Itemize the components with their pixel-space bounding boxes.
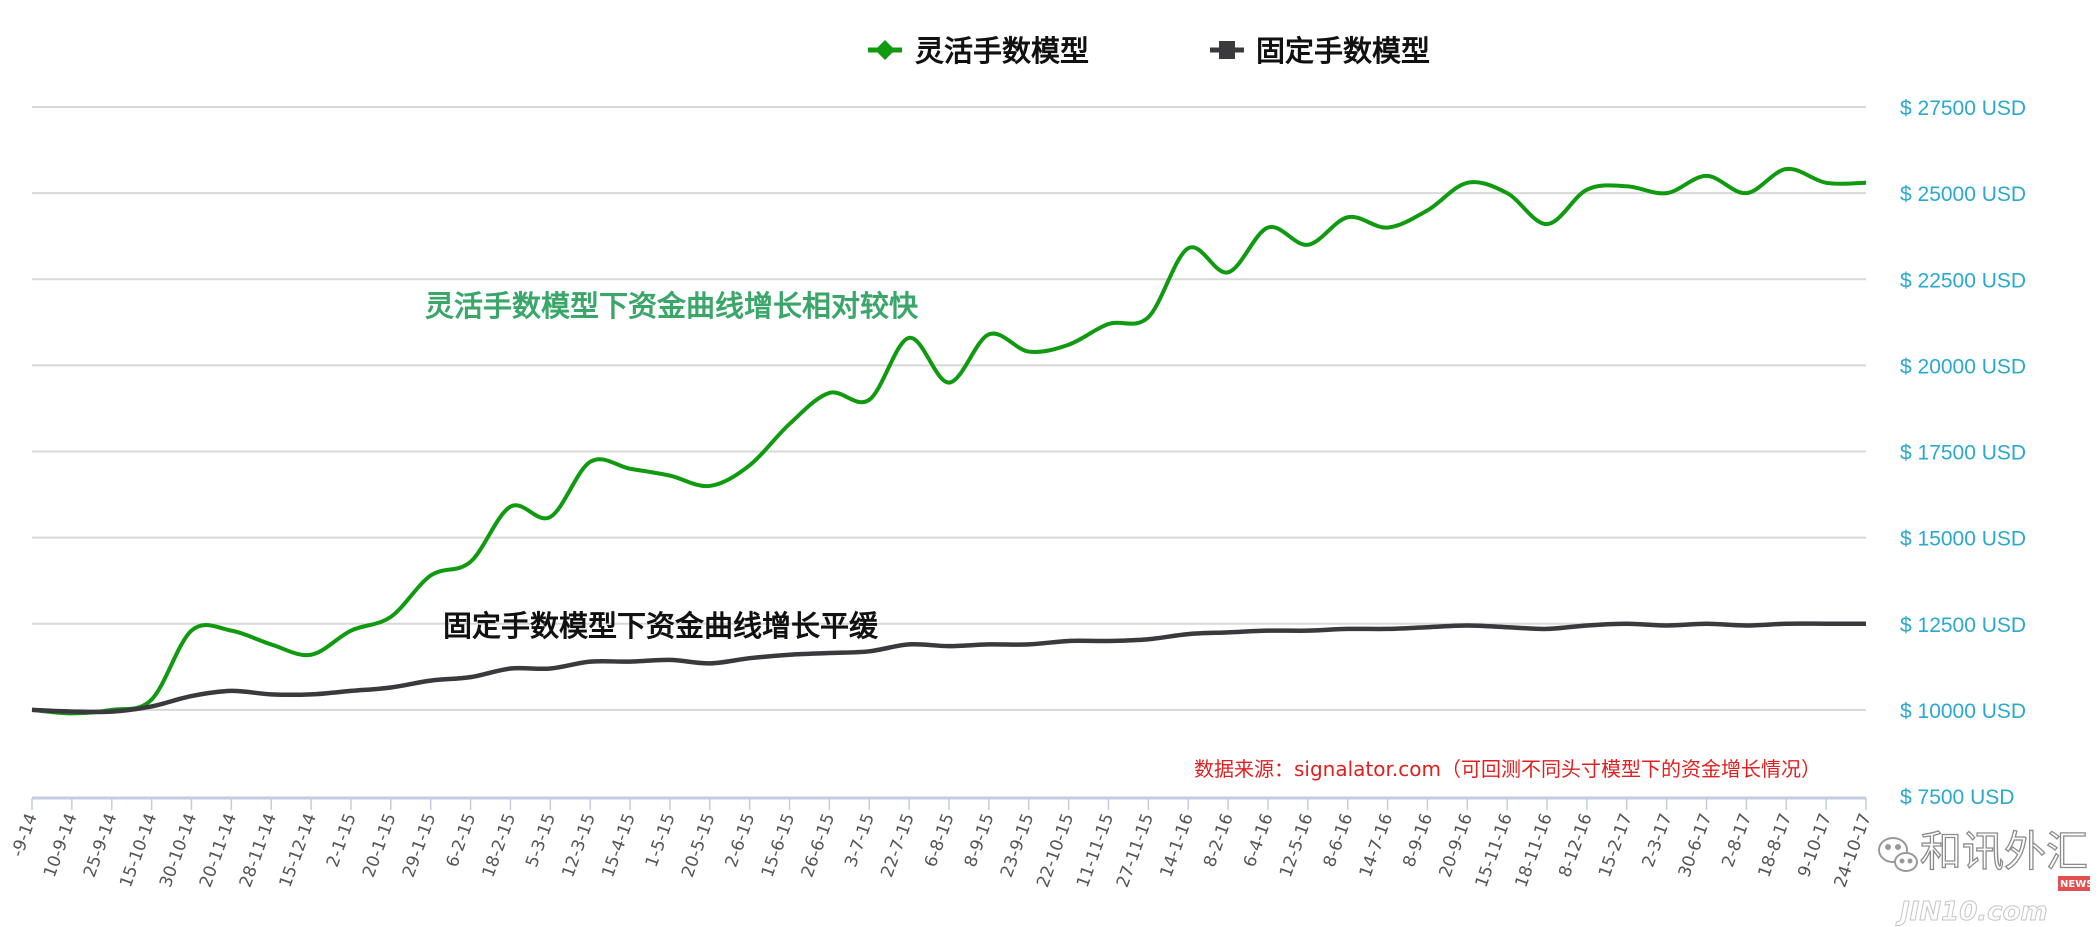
watermark: 和讯外汇 NEWS JIN10.com [1878, 826, 2093, 927]
x-tick-label: 24-10-17 [1831, 811, 1876, 890]
x-tick-label: 8-9-16 [1399, 811, 1437, 870]
legend: 灵活手数模型 固定手数模型 [868, 34, 1430, 68]
watermark-brand: 和讯外汇 [1920, 827, 2088, 876]
y-tick-label: $ 25000 USD [1900, 183, 2026, 206]
y-tick-label: $ 17500 USD [1900, 442, 2026, 465]
watermark-badge: NEWS [2060, 879, 2093, 890]
grid-lines [32, 106, 1866, 711]
x-tick-label: 6-2-15 [442, 811, 480, 870]
x-tick-label: 18-2-15 [479, 811, 520, 880]
x-tick-label: 20-11-14 [196, 811, 241, 890]
x-tick-label: 22-7-15 [877, 811, 918, 880]
x-tick-label: 14-1-16 [1156, 811, 1197, 880]
x-tick-label: 15-4-15 [598, 811, 639, 880]
x-tick-label: 25-9-14 [80, 811, 121, 880]
y-tick-label: $ 12500 USD [1900, 614, 2026, 637]
x-tick-label: 27-11-15 [1113, 811, 1158, 890]
x-tick-label: 8-12-16 [1555, 811, 1596, 880]
x-tick-label: 9-10-17 [1794, 811, 1835, 880]
square-marker-icon [1219, 41, 1235, 59]
x-tick-label: 15-12-14 [276, 811, 321, 890]
legend-item-flexible[interactable]: 灵活手数模型 [868, 34, 1089, 68]
x-tick-label: 3-7-15 [841, 811, 879, 870]
x-tick-label: 28-11-14 [236, 811, 281, 890]
y-tick-label: $ 27500 USD [1900, 97, 2026, 120]
x-tick-label: 20-1-15 [359, 811, 400, 880]
x-tick-label: 15-11-16 [1472, 811, 1517, 890]
x-tick-label: 1-5-15 [642, 811, 680, 870]
x-tick-label: 30-6-17 [1675, 811, 1716, 880]
y-tick-label: $ 10000 USD [1900, 700, 2026, 723]
annotation-flexible: 灵活手数模型下资金曲线增长相对较快 [425, 289, 919, 323]
legend-item-fixed[interactable]: 固定手数模型 [1210, 34, 1430, 68]
x-tick-label: 20-5-15 [678, 811, 719, 880]
x-tick-label: 11-11-15 [1073, 811, 1118, 890]
x-tick-label: 26-6-15 [798, 811, 839, 880]
series-line-fixed [31, 621, 1866, 715]
series-lines [31, 167, 1867, 716]
news-badge [2058, 876, 2090, 891]
x-tick-label: 2-6-15 [722, 811, 760, 870]
x-tick-label: 30-10-14 [156, 811, 201, 890]
x-tick-label: 6-4-16 [1240, 811, 1278, 870]
y-tick-label: $ 22500 USD [1900, 269, 2026, 292]
y-tick-label: $ 20000 USD [1900, 355, 2026, 378]
series-line-flexible [31, 167, 1867, 716]
x-axis: -9-1410-9-1425-9-1415-10-1430-10-1420-11… [8, 796, 1876, 890]
x-tick-label: 22-10-15 [1033, 811, 1078, 890]
x-tick-label: 23-9-15 [997, 811, 1038, 880]
x-tick-label: -9-14 [8, 811, 42, 860]
y-tick-label: $ 7500 USD [1900, 786, 2014, 809]
x-tick-label: 12-3-15 [558, 811, 599, 880]
annotation-fixed: 固定手数模型下资金曲线增长平缓 [443, 609, 879, 643]
x-tick-label: 15-10-14 [116, 811, 161, 890]
watermark-site: JIN10.com [1895, 897, 2048, 927]
x-tick-label: 2-1-15 [323, 811, 361, 870]
wechat-icon [1878, 837, 1918, 872]
x-tick-label: 15-6-15 [758, 811, 799, 880]
x-tick-label: 18-11-16 [1512, 811, 1557, 890]
x-tick-label: 2-3-17 [1639, 811, 1677, 870]
legend-label: 灵活手数模型 [915, 34, 1089, 68]
x-tick-label: 14-7-16 [1356, 811, 1397, 880]
x-tick-label: 8-9-15 [961, 811, 999, 870]
x-tick-label: 10-9-14 [40, 811, 81, 880]
x-tick-label: 29-1-15 [399, 811, 440, 880]
x-tick-label: 12-5-16 [1276, 811, 1317, 880]
x-tick-label: 5-3-15 [522, 811, 560, 870]
x-tick-label: 8-2-16 [1200, 811, 1238, 870]
x-tick-label: 2-8-17 [1718, 811, 1756, 870]
source-note: 数据来源：signalator.com（可回测不同头寸模型下的资金增长情况） [1194, 757, 1821, 781]
diamond-marker-icon [875, 40, 895, 60]
x-tick-label: 20-9-16 [1436, 811, 1477, 880]
legend-label: 固定手数模型 [1256, 34, 1430, 68]
y-axis: $ 7500 USD $ 10000 USD $ 12500 USD $ 15000 … [1900, 97, 2026, 809]
y-tick-label: $ 15000 USD [1900, 528, 2026, 551]
x-tick-label: 18-8-17 [1754, 811, 1795, 880]
x-tick-label: 6-8-15 [921, 811, 959, 870]
x-tick-label: 8-6-16 [1320, 811, 1358, 870]
x-tick-label: 15-2-17 [1595, 811, 1636, 880]
